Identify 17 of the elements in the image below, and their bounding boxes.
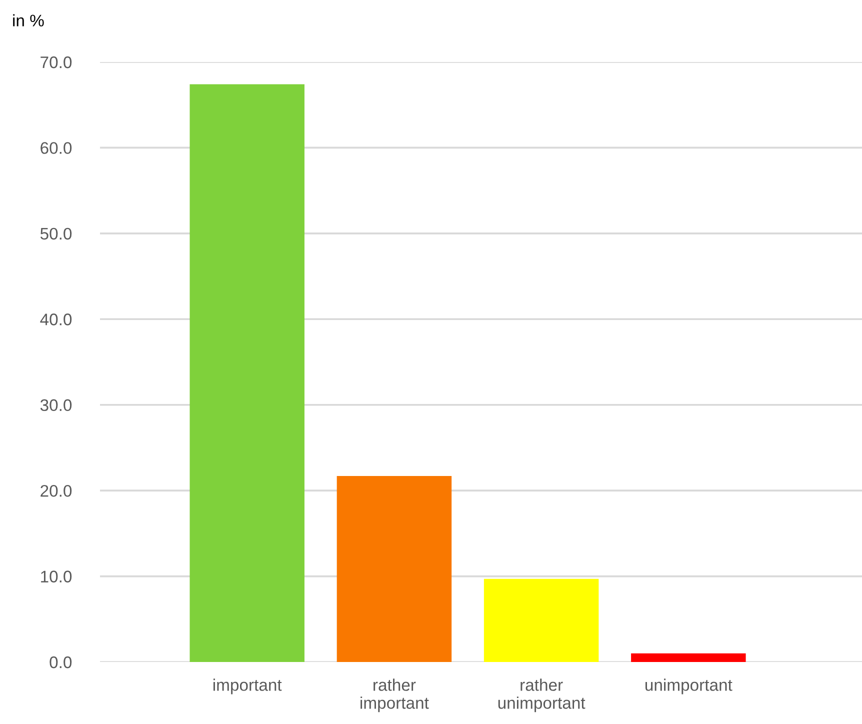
bar — [484, 578, 599, 662]
bar — [336, 476, 452, 662]
x-tick-label: important — [213, 678, 282, 694]
bar — [190, 84, 304, 662]
y-tick-label: 50.0 — [40, 228, 72, 240]
y-tick-label: 20.0 — [40, 484, 72, 497]
y-tick-label: 10.0 — [41, 570, 72, 582]
y-axis-title: in % — [13, 14, 44, 26]
x-tick-label: unimportant — [646, 678, 732, 694]
y-tick-label: 70.0 — [40, 56, 72, 68]
y-tick-label: 30.0 — [40, 399, 72, 412]
y-tick-label: 0.0 — [50, 656, 72, 668]
x-tick-label: rather unimportant — [498, 678, 586, 712]
y-tick-label: 60.0 — [40, 142, 72, 154]
y-tick-label: 40.0 — [40, 314, 72, 326]
x-tick-label: rather important — [360, 678, 429, 712]
bar — [631, 653, 746, 662]
